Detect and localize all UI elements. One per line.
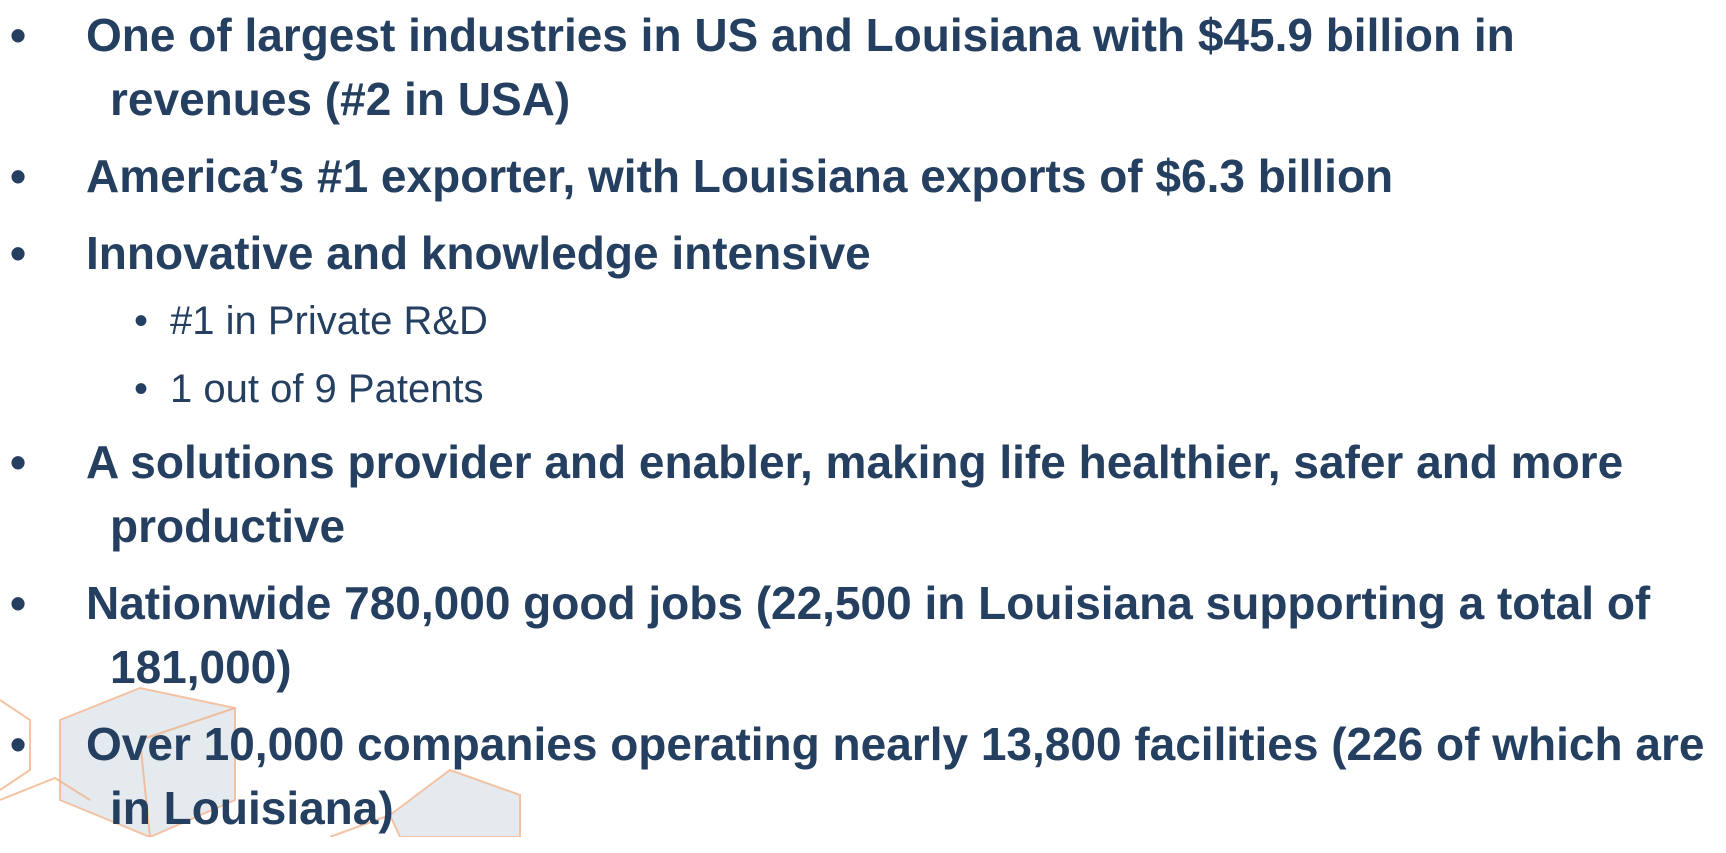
- bullet-text: Over 10,000 companies operating nearly 1…: [86, 718, 1704, 834]
- sub-bullet: 1 out of 9 Patents: [110, 361, 1642, 417]
- bullet-item: Innovative and knowledge intensive #1 in …: [0, 221, 1726, 417]
- bullet-list: One of largest industries in US and Loui…: [0, 3, 1726, 853]
- bullet-text: One of largest industries in US and Loui…: [86, 9, 1515, 125]
- sub-bullet: #1 in Private R&D: [110, 293, 1642, 349]
- bullet-text: America’s #1 exporter, with Louisiana ex…: [86, 150, 1393, 202]
- slide: One of largest industries in US and Loui…: [0, 0, 1726, 837]
- bullet-text: A solutions provider and enabler, making…: [86, 436, 1623, 552]
- bullet-item: Over 10,000 companies operating nearly 1…: [0, 712, 1726, 840]
- bullet-text: Innovative and knowledge intensive: [86, 227, 871, 279]
- sub-list: #1 in Private R&D 1 out of 9 Patents: [110, 293, 1726, 417]
- bullet-item: A solutions provider and enabler, making…: [0, 430, 1726, 558]
- bullet-item: One of largest industries in US and Loui…: [0, 3, 1726, 131]
- bullet-item: America’s #1 exporter, with Louisiana ex…: [0, 144, 1726, 208]
- bullet-text: Nationwide 780,000 good jobs (22,500 in …: [86, 577, 1650, 693]
- bullet-item: Nationwide 780,000 good jobs (22,500 in …: [0, 571, 1726, 699]
